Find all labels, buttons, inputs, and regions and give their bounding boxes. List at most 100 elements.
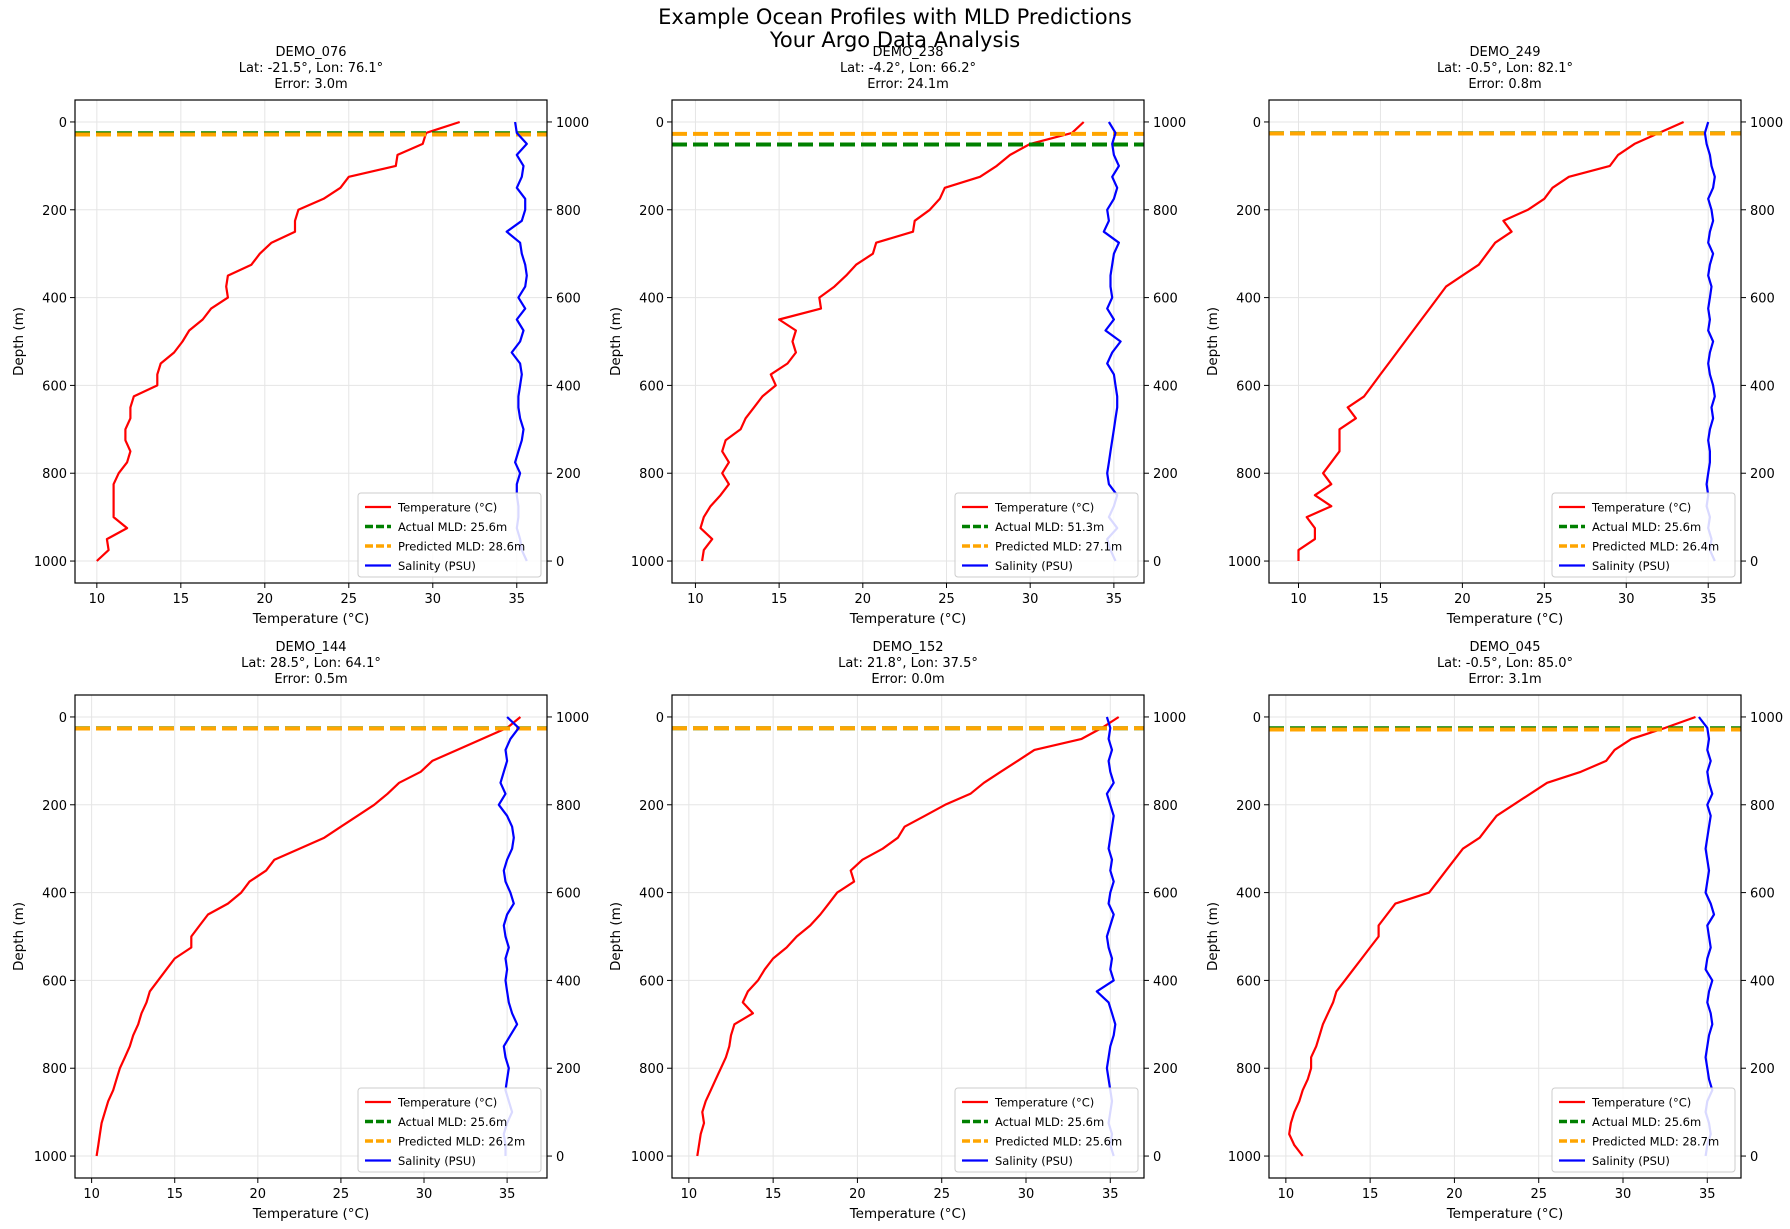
y-tick-label: 800 — [42, 467, 67, 482]
x-tick-label: 35 — [499, 1187, 516, 1202]
panel-error: Error: 0.0m — [871, 672, 944, 687]
temperature-line — [699, 121, 1085, 562]
right-y-tick-label: 1000 — [1153, 116, 1186, 131]
y-axis-label: Depth (m) — [1205, 307, 1221, 376]
x-tick-label: 25 — [341, 592, 358, 607]
profile-panel-2: 10 15 20 25 30 35 0 200 400 600 800 1000 0 200 400 600 8… — [608, 45, 1186, 627]
right-y-tick-label: 200 — [1153, 1062, 1178, 1077]
x-tick-label: 15 — [166, 1187, 183, 1202]
y-tick-label: 400 — [639, 887, 664, 902]
right-y-tick-label: 600 — [1750, 887, 1775, 902]
salinity-line — [1698, 716, 1716, 1157]
plot-area — [1269, 715, 1741, 1157]
right-y-tick-label: 600 — [1750, 292, 1775, 307]
y-tick-label: 1000 — [1228, 555, 1261, 570]
axes-frame — [671, 694, 1145, 1179]
y-tick-label: 0 — [59, 711, 67, 726]
y-tick-label: 0 — [1253, 711, 1261, 726]
x-tick-label: 10 — [1278, 1187, 1295, 1202]
y-tick-label: 800 — [639, 467, 664, 482]
y-tick-label: 400 — [1236, 887, 1261, 902]
y-tick-label: 200 — [1236, 799, 1261, 814]
y-tick-label: 600 — [639, 379, 664, 394]
panel-title: DEMO_045 — [1470, 640, 1541, 655]
x-tick-label: 30 — [416, 1187, 433, 1202]
axes-frame — [74, 99, 548, 584]
y-tick-label: 800 — [1236, 1062, 1261, 1077]
x-tick-label: 30 — [1022, 592, 1039, 607]
x-tick-label: 15 — [765, 1187, 782, 1202]
right-y-tick-label: 0 — [1153, 1150, 1161, 1165]
y-tick-label: 0 — [59, 116, 67, 131]
x-tick-label: 15 — [1362, 1187, 1379, 1202]
profile-panel-6: 10 15 20 25 30 35 0 200 400 600 800 1000 0 200 400 600 8… — [1205, 640, 1783, 1222]
x-tick-label: 35 — [508, 592, 525, 607]
x-tick-label: 15 — [771, 592, 788, 607]
axes-frame — [1268, 99, 1742, 584]
y-tick-label: 600 — [1236, 379, 1261, 394]
y-axis-label: Depth (m) — [11, 902, 27, 971]
legend-temperature-label: Temperature (°C) — [994, 1096, 1094, 1110]
y-axis-label: Depth (m) — [608, 307, 624, 376]
legend-predicted-mld-label: Predicted MLD: 26.2m — [398, 1135, 525, 1149]
figure-title-line1: Example Ocean Profiles with MLD Predicti… — [658, 5, 1132, 29]
right-y-tick-label: 400 — [1153, 974, 1178, 989]
y-tick-label: 800 — [42, 1062, 67, 1077]
right-y-tick-label: 800 — [1153, 799, 1178, 814]
right-y-tick-label: 400 — [1750, 379, 1775, 394]
axes-frame — [671, 99, 1145, 584]
legend-actual-mld-label: Actual MLD: 25.6m — [1592, 520, 1701, 534]
legend: Temperature (°C) Actual MLD: 25.6m Predict… — [1551, 492, 1736, 578]
right-y-tick-label: 800 — [556, 204, 581, 219]
legend-salinity-label: Salinity (PSU) — [995, 1154, 1073, 1168]
right-y-tick-label: 0 — [1750, 555, 1758, 570]
right-y-tick-label: 800 — [1750, 204, 1775, 219]
right-y-tick-label: 1000 — [1750, 711, 1783, 726]
y-tick-label: 600 — [42, 974, 67, 989]
x-axis-label: Temperature (°C) — [252, 1206, 370, 1222]
legend-actual-mld-label: Actual MLD: 51.3m — [995, 520, 1104, 534]
legend-temperature-label: Temperature (°C) — [397, 501, 497, 515]
right-y-tick-label: 800 — [1153, 204, 1178, 219]
x-tick-label: 20 — [855, 592, 872, 607]
x-tick-label: 10 — [83, 1187, 100, 1202]
x-tick-label: 25 — [333, 1187, 350, 1202]
legend: Temperature (°C) Actual MLD: 25.6m Predict… — [357, 1087, 542, 1173]
y-tick-label: 200 — [639, 204, 664, 219]
plot-area — [75, 120, 547, 562]
x-axis-label: Temperature (°C) — [849, 1206, 967, 1222]
legend-actual-mld-label: Actual MLD: 25.6m — [1592, 1115, 1701, 1129]
x-tick-label: 10 — [89, 592, 106, 607]
y-tick-label: 1000 — [631, 555, 664, 570]
legend-actual-mld-label: Actual MLD: 25.6m — [398, 1115, 507, 1129]
profile-panel-5: 10 15 20 25 30 35 0 200 400 600 800 1000 0 200 400 600 8… — [608, 640, 1186, 1222]
y-tick-label: 400 — [42, 887, 67, 902]
x-tick-label: 25 — [938, 592, 955, 607]
right-y-tick-label: 1000 — [556, 116, 589, 131]
right-y-tick-label: 200 — [556, 467, 581, 482]
x-tick-label: 20 — [250, 1187, 267, 1202]
x-axis-label: Temperature (°C) — [252, 611, 370, 627]
legend-box — [357, 492, 542, 578]
legend-predicted-mld-label: Predicted MLD: 28.7m — [1592, 1135, 1719, 1149]
y-tick-label: 0 — [656, 711, 664, 726]
x-tick-label: 10 — [687, 592, 704, 607]
temperature-line — [95, 716, 522, 1157]
panel-title: DEMO_238 — [873, 45, 944, 60]
y-tick-label: 600 — [639, 974, 664, 989]
x-tick-label: 10 — [1290, 592, 1307, 607]
panel-location: Lat: -0.5°, Lon: 85.0° — [1437, 656, 1573, 671]
legend-actual-mld-label: Actual MLD: 25.6m — [995, 1115, 1104, 1129]
profile-panel-4: 10 15 20 25 30 35 0 200 400 600 800 1000 0 200 400 600 8… — [11, 640, 589, 1222]
panel-error: Error: 24.1m — [867, 77, 949, 92]
plot-area — [75, 716, 547, 1157]
legend: Temperature (°C) Actual MLD: 25.6m Predict… — [1551, 1087, 1736, 1173]
y-tick-label: 800 — [639, 1062, 664, 1077]
legend-temperature-label: Temperature (°C) — [994, 501, 1094, 515]
legend-predicted-mld-label: Predicted MLD: 25.6m — [995, 1135, 1122, 1149]
right-y-tick-label: 600 — [1153, 887, 1178, 902]
legend-box — [357, 1087, 542, 1173]
y-tick-label: 600 — [42, 379, 67, 394]
x-tick-label: 30 — [1018, 1187, 1035, 1202]
